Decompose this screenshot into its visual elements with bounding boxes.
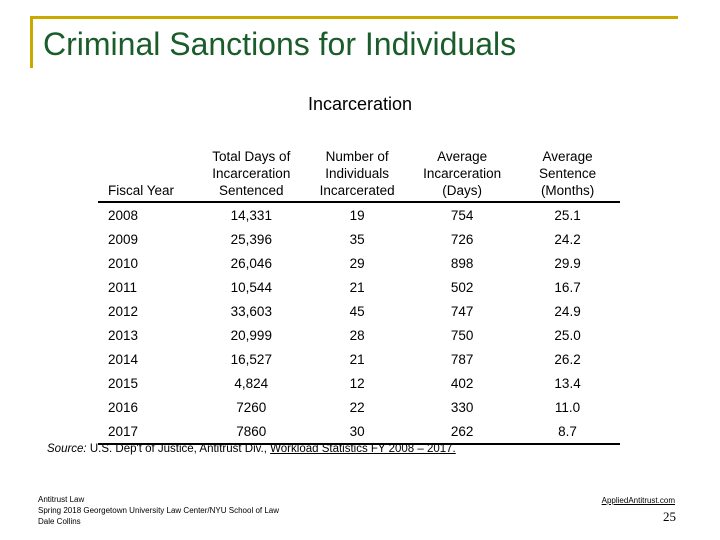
incarceration-table: Fiscal Year Total Days of Incarceration …	[98, 145, 620, 445]
cell-average-days: 787	[450, 351, 474, 367]
cell-total-days: 7860	[197, 419, 306, 445]
cell-fiscal-year: 2016	[108, 399, 139, 415]
cell-total-days: 20,999	[230, 327, 272, 343]
cell-total-days: 16,527	[230, 351, 272, 367]
table-row: 2010 26,046 29 898 29.9	[98, 251, 620, 275]
cell-total-days: 25,396	[230, 231, 272, 247]
table-row: 2017 7860 30 262 8.7	[98, 419, 620, 445]
cell-fiscal-year: 2014	[108, 351, 139, 367]
table-row: 2016 7260 22 330 11.0	[98, 395, 620, 419]
cell-fiscal-year: 2017	[98, 419, 198, 445]
cell-average-days: 262	[409, 419, 516, 445]
cell-fiscal-year: 2010	[108, 255, 139, 271]
table-row: 2013 20,999 28 750 25.0	[98, 323, 620, 347]
cell-total-days: 7260	[236, 399, 267, 415]
cell-average-days: 502	[450, 279, 474, 295]
page-number: 25	[663, 509, 676, 524]
cell-average-months: 25.1	[554, 207, 581, 223]
cell-number-individuals: 30	[305, 419, 410, 445]
cell-fiscal-year: 2009	[108, 231, 139, 247]
cell-average-days: 747	[450, 303, 474, 319]
cell-number-individuals: 12	[349, 375, 365, 391]
source-text: U.S. Dep't of Justice, Antitrust Div.,	[86, 443, 271, 455]
cell-total-days: 4,824	[234, 375, 269, 391]
title-accent-top	[30, 16, 678, 19]
cell-number-individuals: 35	[349, 231, 365, 247]
cell-number-individuals: 21	[349, 279, 365, 295]
cell-average-months: 13.4	[554, 375, 581, 391]
footer-course: Antitrust Law	[38, 495, 85, 504]
cell-average-months: 11.0	[554, 399, 581, 415]
source-link[interactable]: Workload Statistics FY 2008 – 2017.	[270, 443, 456, 455]
table-row: 2009 25,396 35 726 24.2	[98, 227, 620, 251]
header-average-days: Average Incarceration (Days)	[409, 145, 516, 203]
cell-number-individuals: 21	[349, 351, 365, 367]
table-header-row: Fiscal Year Total Days of Incarceration …	[98, 145, 620, 203]
cell-fiscal-year: 2011	[108, 279, 138, 295]
cell-average-months: 24.9	[554, 303, 581, 319]
cell-average-months: 25.0	[554, 327, 581, 343]
cell-average-days: 898	[450, 255, 474, 271]
cell-number-individuals: 22	[349, 399, 365, 415]
cell-average-months: 26.2	[554, 351, 581, 367]
cell-total-days: 26,046	[230, 255, 272, 271]
cell-total-days: 10,544	[230, 279, 272, 295]
header-fiscal-year: Fiscal Year	[98, 145, 198, 203]
cell-total-days: 14,331	[230, 207, 272, 223]
footer-info: Antitrust Law Spring 2018 Georgetown Uni…	[38, 494, 279, 527]
cell-fiscal-year: 2013	[108, 327, 139, 343]
cell-total-days: 33,603	[230, 303, 272, 319]
cell-fiscal-year: 2012	[108, 303, 139, 319]
cell-average-months: 29.9	[554, 255, 581, 271]
table-row: 2012 33,603 45 747 24.9	[98, 299, 620, 323]
slide-title: Criminal Sanctions for Individuals	[43, 26, 517, 62]
footer-term: Spring 2018 Georgetown University Law Ce…	[38, 506, 280, 515]
cell-number-individuals: 19	[349, 207, 365, 223]
cell-average-days: 754	[450, 207, 474, 223]
source-note: Source: U.S. Dep't of Justice, Antitrust…	[47, 443, 456, 455]
cell-average-months: 16.7	[554, 279, 581, 295]
cell-average-days: 750	[450, 327, 474, 343]
cell-number-individuals: 45	[349, 303, 365, 319]
table-row: 2014 16,527 21 787 26.2	[98, 347, 620, 371]
title-accent-left	[30, 16, 33, 68]
footer-site-link[interactable]: AppliedAntitrust.com	[601, 496, 675, 505]
header-total-days: Total Days of Incarceration Sentenced	[197, 145, 306, 203]
cell-number-individuals: 29	[349, 255, 365, 271]
footer-author: Dale Collins	[38, 517, 81, 526]
cell-fiscal-year: 2015	[108, 375, 139, 391]
source-label: Source:	[47, 443, 87, 455]
table-row: 2011 10,544 21 502 16.7	[98, 275, 620, 299]
cell-average-days: 726	[450, 231, 474, 247]
table-row: 2008 14,331 19 754 25.1	[98, 202, 620, 227]
header-average-months: Average Sentence (Months)	[515, 145, 620, 203]
cell-fiscal-year: 2008	[108, 207, 139, 223]
cell-average-days: 330	[450, 399, 474, 415]
table-title: Incarceration	[307, 94, 413, 114]
table-row: 2015 4,824 12 402 13.4	[98, 371, 620, 395]
cell-average-months: 24.2	[554, 231, 581, 247]
cell-number-individuals: 28	[349, 327, 365, 343]
cell-average-months: 8.7	[515, 419, 620, 445]
header-number-individuals: Number of Individuals Incarcerated	[305, 145, 410, 203]
cell-average-days: 402	[450, 375, 474, 391]
